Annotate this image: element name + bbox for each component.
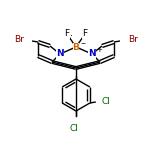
Text: −: − xyxy=(80,40,85,45)
Text: N: N xyxy=(88,50,96,59)
Text: B: B xyxy=(73,43,79,52)
Text: Br: Br xyxy=(14,36,24,45)
Text: F: F xyxy=(64,29,70,38)
Text: +: + xyxy=(96,47,102,53)
Text: Cl: Cl xyxy=(70,124,78,133)
Text: F: F xyxy=(82,29,88,38)
Text: Cl: Cl xyxy=(102,97,111,105)
Text: .: . xyxy=(70,28,73,38)
Text: N: N xyxy=(56,50,64,59)
Text: Br: Br xyxy=(128,36,138,45)
